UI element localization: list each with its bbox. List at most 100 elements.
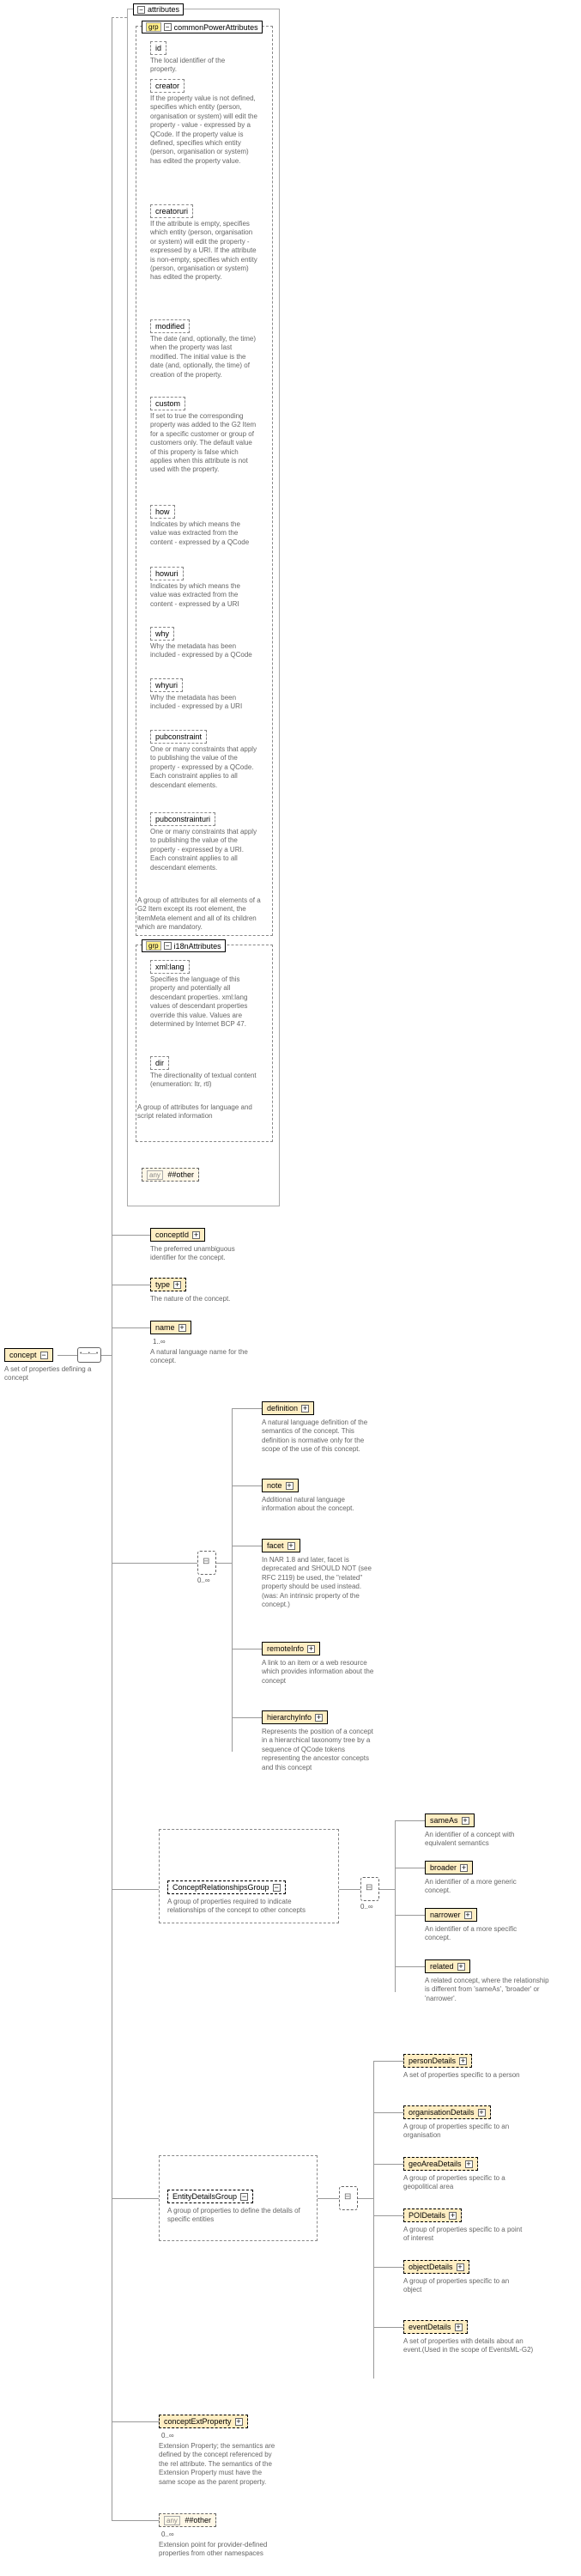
attr-dir-desc: The directionality of textual content (e… <box>150 1072 262 1090</box>
narrower-desc: An identifier of a more specific concept… <box>425 1925 545 1943</box>
connector <box>232 1485 262 1486</box>
concept-element[interactable]: concept − <box>4 1348 53 1362</box>
name-element[interactable]: name + <box>150 1321 191 1334</box>
connector <box>373 2267 403 2268</box>
connector <box>373 2112 403 2113</box>
attr-custom[interactable]: custom <box>150 397 185 410</box>
definition-desc: A natural language definition of the sem… <box>262 1419 378 1455</box>
orgdetails-element[interactable]: organisationDetails + <box>403 2105 491 2119</box>
facet-desc: In NAR 1.8 and later, facet is deprecate… <box>262 1556 378 1609</box>
any-card: 0..∞ <box>161 2530 174 2538</box>
note-element[interactable]: note + <box>262 1479 299 1492</box>
relationships-desc: A group of properties required to indica… <box>167 1898 322 1916</box>
expand-icon[interactable]: + <box>455 2324 463 2331</box>
connector <box>318 2198 339 2199</box>
poidetails-desc: A group of properties specific to a poin… <box>403 2226 532 2244</box>
expand-icon[interactable]: + <box>315 1714 323 1722</box>
conceptid-element[interactable]: conceptId + <box>150 1228 205 1242</box>
i18n-title[interactable]: − i18nAttributes <box>142 939 226 952</box>
common-group-desc: A group of attributes for all elements o… <box>137 896 268 933</box>
relationships-group-title[interactable]: ConceptRelationshipsGroup − <box>167 1880 286 1894</box>
eventdetails-element[interactable]: eventDetails + <box>403 2320 468 2334</box>
expand-icon[interactable]: + <box>449 2212 457 2220</box>
conceptext-element[interactable]: conceptExtProperty + <box>159 2415 248 2428</box>
attr-why[interactable]: why <box>150 627 174 641</box>
broader-element[interactable]: broader + <box>425 1861 473 1874</box>
common-power-title[interactable]: − commonPowerAttributes <box>142 21 263 33</box>
rel-choice <box>360 1877 379 1901</box>
connector <box>339 1889 360 1890</box>
expand-icon[interactable]: + <box>286 1482 294 1490</box>
expand-icon[interactable]: + <box>287 1542 295 1550</box>
expand-icon[interactable]: + <box>301 1405 309 1413</box>
attr-id[interactable]: id <box>150 41 166 55</box>
eventdetails-desc: A set of properties with details about a… <box>403 2337 541 2355</box>
ext-card: 0..∞ <box>161 2432 174 2439</box>
type-desc: The nature of the concept. <box>150 1295 262 1303</box>
objdetails-element[interactable]: objectDetails + <box>403 2260 469 2274</box>
expand-icon[interactable]: + <box>179 1324 186 1332</box>
connector <box>358 2198 373 2199</box>
attr-creatoruri-desc: If the attribute is empty, specifies whi… <box>150 220 262 283</box>
collapse-icon[interactable]: − <box>137 6 145 14</box>
remoteinfo-desc: A link to an item or a web resource whic… <box>262 1659 378 1686</box>
connector <box>112 1563 197 1564</box>
rel-card: 0..∞ <box>360 1903 373 1911</box>
collapse-icon[interactable]: − <box>40 1352 48 1359</box>
narrower-element[interactable]: narrower + <box>425 1908 477 1922</box>
connector <box>232 1408 233 1752</box>
expand-icon[interactable]: + <box>465 2160 473 2168</box>
attr-howuri[interactable]: howuri <box>150 567 184 580</box>
attr-creatoruri[interactable]: creatoruri <box>150 204 193 218</box>
connector <box>232 1717 262 1718</box>
any-other-attr[interactable]: any ##other <box>142 1168 199 1182</box>
attr-xmllang[interactable]: xml:lang <box>150 960 190 974</box>
geoarea-element[interactable]: geoAreaDetails + <box>403 2157 478 2171</box>
remoteinfo-element[interactable]: remoteInfo + <box>262 1642 320 1656</box>
expand-icon[interactable]: + <box>462 1817 469 1825</box>
type-element[interactable]: type + <box>150 1278 186 1291</box>
name-desc: A natural language name for the concept. <box>150 1348 262 1366</box>
expand-icon[interactable]: + <box>235 2418 243 2426</box>
persondetails-element[interactable]: personDetails + <box>403 2054 472 2068</box>
attr-whyuri[interactable]: whyuri <box>150 678 183 692</box>
attr-pubconstraint-desc: One or many constraints that apply to pu… <box>150 745 262 790</box>
expand-icon[interactable]: + <box>457 2263 464 2271</box>
attr-how[interactable]: how <box>150 505 175 519</box>
attributes-title[interactable]: − attributes <box>133 3 184 15</box>
expand-icon[interactable]: + <box>192 1231 200 1239</box>
hierarchyinfo-element[interactable]: hierarchyInfo + <box>262 1710 328 1724</box>
expand-icon[interactable]: + <box>457 1963 465 1971</box>
collapse-icon[interactable]: − <box>273 1884 281 1892</box>
sameas-element[interactable]: sameAs + <box>425 1814 475 1827</box>
connector <box>112 2421 159 2422</box>
entity-desc: A group of properties to define the deta… <box>167 2207 305 2225</box>
attr-dir[interactable]: dir <box>150 1056 169 1070</box>
expand-icon[interactable]: + <box>459 2057 467 2065</box>
attr-pubconstrainturi[interactable]: pubconstrainturi <box>150 812 215 826</box>
collapse-icon[interactable]: − <box>164 942 172 950</box>
definition-element[interactable]: definition + <box>262 1401 314 1415</box>
name-card: 1..∞ <box>153 1338 166 1346</box>
any-tag: any <box>147 1170 163 1180</box>
facet-element[interactable]: facet + <box>262 1539 300 1552</box>
expand-icon[interactable]: + <box>307 1645 315 1653</box>
connector <box>373 2061 374 2379</box>
related-element[interactable]: related + <box>425 1959 470 1973</box>
entity-group-title[interactable]: EntityDetailsGroup − <box>167 2190 253 2203</box>
collapse-icon[interactable]: − <box>164 23 172 31</box>
collapse-icon[interactable]: − <box>240 2193 248 2201</box>
conceptid-desc: The preferred unambiguous identifier for… <box>150 1245 262 1263</box>
expand-icon[interactable]: + <box>478 2109 486 2117</box>
connector <box>373 2215 403 2216</box>
expand-icon[interactable]: + <box>460 1864 468 1872</box>
attr-modified[interactable]: modified <box>150 319 190 333</box>
poidetails-element[interactable]: POIDetails + <box>403 2208 462 2222</box>
connector <box>395 1915 425 1916</box>
any-other-bottom[interactable]: any ##other <box>159 2513 216 2527</box>
attr-creator[interactable]: creator <box>150 79 185 93</box>
concept-label: concept <box>9 1351 37 1359</box>
expand-icon[interactable]: + <box>464 1911 472 1919</box>
attr-pubconstraint[interactable]: pubconstraint <box>150 730 207 744</box>
expand-icon[interactable]: + <box>173 1281 181 1289</box>
